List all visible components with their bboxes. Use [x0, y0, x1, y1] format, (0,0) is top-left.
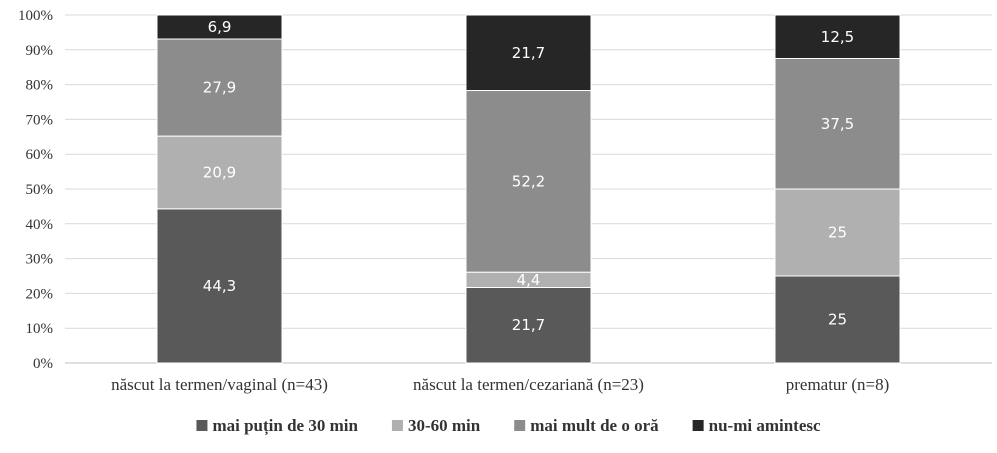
category-label: născut la termen/cezariană (n=23)	[413, 375, 644, 394]
legend-swatch	[692, 420, 704, 431]
bars	[156, 14, 901, 364]
data-label: 4,4	[517, 271, 541, 289]
y-axis-ticks: 0% 10% 20% 30% 40% 50% 60% 70% 80% 90% 100%	[18, 8, 53, 372]
bar-segment	[156, 135, 283, 210]
y-tick-label: 30%	[26, 252, 54, 268]
legend-swatch	[196, 420, 208, 431]
legend-label: 30-60 min	[408, 416, 481, 435]
data-label: 27,9	[203, 79, 236, 97]
data-label: 25	[828, 311, 847, 329]
legend-item: mai puțin de 30 min	[196, 416, 358, 436]
category-label: prematur (n=8)	[786, 375, 890, 394]
data-label: 37,5	[821, 115, 854, 133]
legend-item: mai mult de o oră	[514, 416, 659, 435]
legend-label: mai puțin de 30 min	[212, 416, 358, 436]
data-labels: 44,3 20,9 27,9 6,9 21,7 4,4 52,2 21,7 25 25 37,5 12…	[203, 18, 854, 334]
legend-item: nu-mi amintesc	[692, 416, 821, 435]
legend-swatch	[391, 420, 403, 431]
legend-label: mai mult de o oră	[530, 416, 659, 435]
data-label: 44,3	[203, 277, 236, 295]
y-tick-label: 90%	[26, 43, 54, 59]
data-label: 21,7	[512, 44, 545, 62]
y-tick-label: 40%	[26, 217, 54, 233]
legend-item: 30-60 min	[391, 416, 481, 435]
y-tick-label: 20%	[26, 286, 54, 302]
legend-swatch	[514, 420, 526, 431]
bar-segment	[465, 14, 592, 92]
y-tick-label: 80%	[26, 78, 54, 94]
y-tick-label: 100%	[18, 8, 53, 24]
bar-segment	[465, 286, 592, 364]
data-label: 25	[828, 224, 847, 242]
bar-segment	[774, 58, 901, 190]
data-label: 21,7	[512, 316, 545, 334]
bar-segment	[774, 14, 901, 59]
y-tick-label: 70%	[26, 112, 54, 128]
y-tick-label: 0%	[33, 356, 53, 372]
bar-segment	[156, 208, 283, 364]
bar-segment	[774, 275, 901, 364]
y-tick-label: 10%	[26, 321, 54, 337]
bar-segment	[156, 14, 283, 40]
bar-segment	[774, 188, 901, 277]
x-axis-categories: născut la termen/vaginal (n=43) născut la…	[111, 375, 889, 394]
data-label: 6,9	[208, 18, 232, 36]
bar-segment	[465, 90, 592, 273]
legend-label: nu-mi amintesc	[709, 416, 821, 435]
data-label: 20,9	[203, 163, 236, 181]
y-tick-label: 60%	[26, 147, 54, 163]
y-tick-label: 50%	[26, 182, 54, 198]
category-label: născut la termen/vaginal (n=43)	[111, 375, 328, 394]
data-label: 12,5	[821, 28, 854, 46]
legend: mai puțin de 30 min 30-60 min mai mult de …	[196, 416, 821, 436]
bar-segment	[156, 38, 283, 137]
data-label: 52,2	[512, 172, 545, 190]
